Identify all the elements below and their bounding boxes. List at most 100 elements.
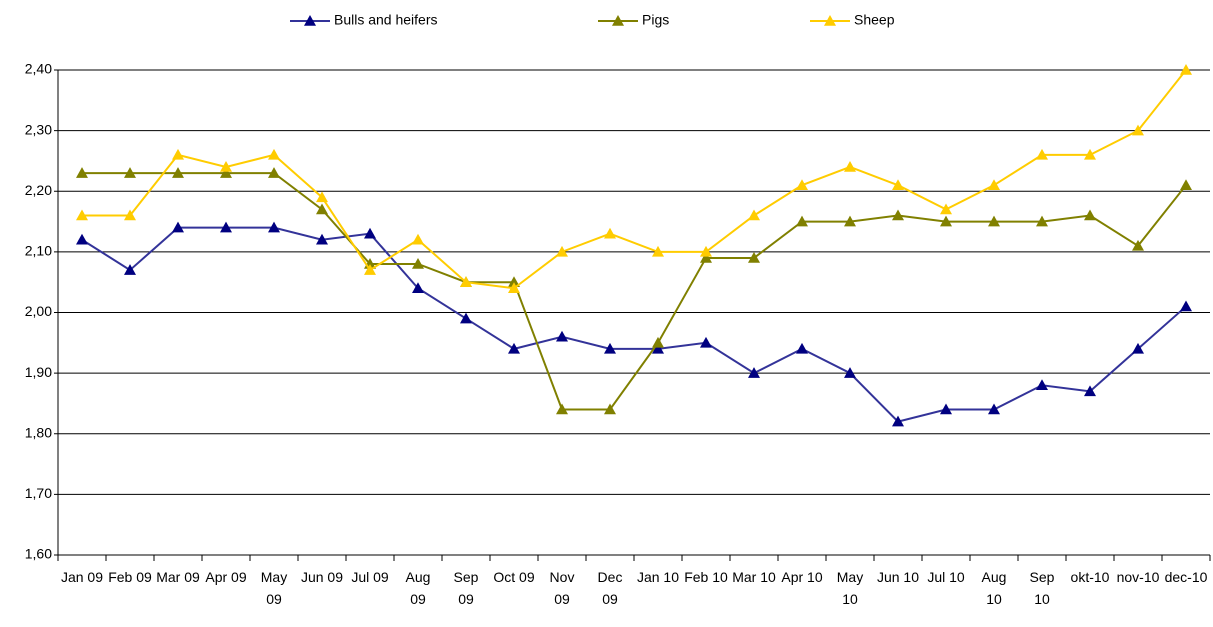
x-tick-label: nov-10 xyxy=(1116,569,1160,585)
data-marker xyxy=(124,167,136,178)
data-marker xyxy=(508,342,520,354)
data-marker xyxy=(556,403,568,415)
data-marker xyxy=(1084,148,1096,160)
data-marker xyxy=(172,167,184,178)
data-marker xyxy=(604,227,616,239)
data-marker xyxy=(268,167,280,178)
data-marker xyxy=(796,342,808,354)
data-marker xyxy=(700,336,712,348)
data-marker xyxy=(940,403,952,415)
data-marker xyxy=(1036,379,1048,391)
y-tick-label: 1,80 xyxy=(25,424,52,440)
data-marker xyxy=(412,233,424,245)
data-marker xyxy=(412,282,424,294)
data-marker xyxy=(1132,239,1144,251)
y-tick-label: 2,40 xyxy=(25,61,52,77)
legend-marker xyxy=(304,15,316,26)
data-marker xyxy=(940,215,952,227)
data-marker xyxy=(460,276,472,287)
x-tick-label: Apr 10 xyxy=(781,569,823,585)
data-marker xyxy=(652,336,664,348)
data-marker xyxy=(1180,179,1192,190)
data-marker xyxy=(172,148,184,160)
data-marker xyxy=(988,403,1000,415)
data-marker xyxy=(556,245,568,257)
series-line xyxy=(81,226,1187,423)
data-marker xyxy=(124,209,136,221)
legend-marker xyxy=(612,15,624,26)
series-line xyxy=(82,172,1187,411)
x-tick-label: Jul 09 xyxy=(351,569,389,585)
data-marker xyxy=(364,227,376,239)
x-tick-label: Jun 09 xyxy=(300,569,344,585)
data-marker xyxy=(940,203,952,215)
data-marker xyxy=(316,233,328,245)
data-marker xyxy=(316,191,328,203)
x-tick-label: Feb 10 xyxy=(684,569,728,585)
x-tick-label: May 10 xyxy=(836,569,864,607)
data-marker xyxy=(988,215,1000,227)
data-marker xyxy=(748,251,760,263)
data-marker xyxy=(604,342,616,354)
x-tick-label: Mar 09 xyxy=(156,569,200,585)
x-tick-label: Feb 09 xyxy=(108,569,152,585)
data-marker xyxy=(604,403,616,415)
x-tick-label: Jan 10 xyxy=(636,569,680,585)
data-marker xyxy=(364,264,376,275)
data-marker xyxy=(220,161,232,172)
data-marker xyxy=(220,167,232,178)
legend-marker xyxy=(824,15,836,26)
legend-label: Bulls and heifers xyxy=(334,12,438,28)
x-tick-label: Dec 09 xyxy=(597,569,623,607)
data-marker xyxy=(556,330,568,342)
data-marker xyxy=(1036,148,1048,160)
data-marker xyxy=(700,251,712,263)
data-marker xyxy=(796,215,808,227)
data-marker xyxy=(268,221,280,233)
data-marker xyxy=(316,203,328,215)
data-marker xyxy=(892,209,904,221)
y-tick-label: 2,00 xyxy=(25,303,52,319)
data-marker xyxy=(844,215,856,227)
data-marker xyxy=(124,264,136,275)
y-tick-label: 2,20 xyxy=(25,182,52,198)
x-tick-label: okt-10 xyxy=(1070,569,1110,585)
x-tick-label: Sep 10 xyxy=(1029,569,1055,607)
data-marker xyxy=(76,167,88,178)
data-marker xyxy=(1180,64,1192,75)
x-tick-label: dec-10 xyxy=(1164,569,1208,585)
x-tick-label: Mar 10 xyxy=(732,569,776,585)
x-tick-label: Jun 10 xyxy=(876,569,920,585)
data-marker xyxy=(652,245,664,257)
data-marker xyxy=(844,161,856,172)
data-marker xyxy=(1132,124,1144,136)
y-tick-label: 1,70 xyxy=(25,485,52,501)
data-marker xyxy=(76,233,88,245)
data-marker xyxy=(1084,385,1096,397)
y-tick-label: 1,90 xyxy=(25,364,52,380)
data-marker xyxy=(748,209,760,221)
data-marker xyxy=(796,179,808,190)
data-marker xyxy=(892,415,904,427)
y-tick-label: 2,10 xyxy=(25,243,52,259)
x-tick-label: Aug 09 xyxy=(405,569,431,607)
x-tick-label: Aug 10 xyxy=(981,569,1007,607)
data-marker xyxy=(652,342,664,354)
data-marker xyxy=(1132,342,1144,354)
x-tick-label: Nov 09 xyxy=(549,569,575,607)
data-marker xyxy=(76,209,88,221)
data-marker xyxy=(268,148,280,160)
data-marker xyxy=(460,312,472,324)
x-tick-label: Apr 09 xyxy=(205,569,247,585)
data-marker xyxy=(508,276,520,287)
x-tick-label: May 09 xyxy=(260,569,288,607)
y-tick-label: 1,60 xyxy=(25,546,52,562)
legend-label: Sheep xyxy=(854,12,895,28)
data-marker xyxy=(172,221,184,233)
data-marker xyxy=(1180,300,1192,312)
x-tick-label: Jul 10 xyxy=(927,569,965,585)
data-marker xyxy=(844,367,856,378)
x-tick-label: Oct 09 xyxy=(493,569,535,585)
